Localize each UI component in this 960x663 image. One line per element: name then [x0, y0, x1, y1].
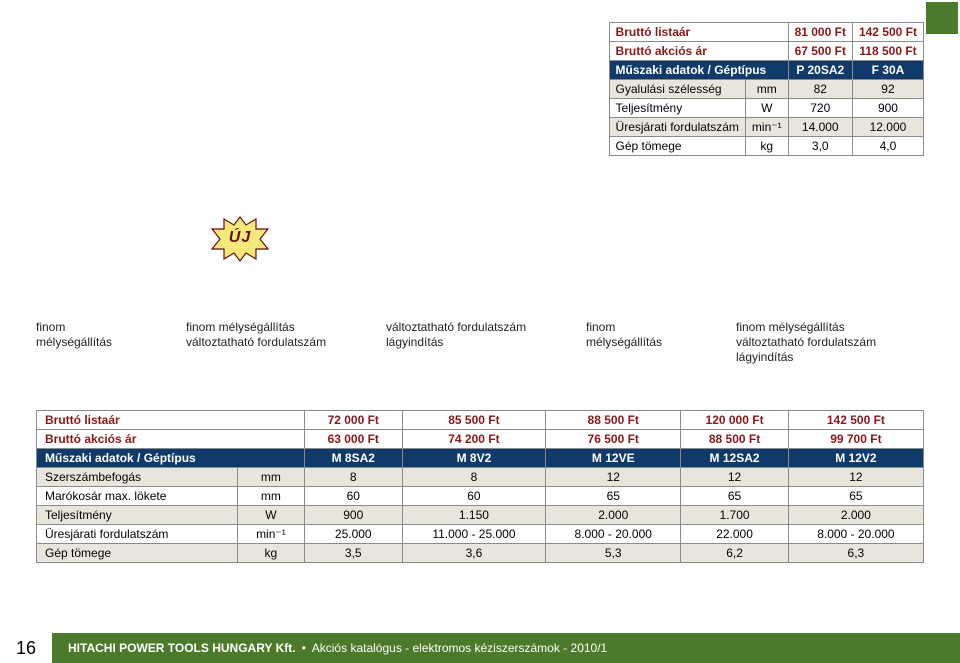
action-price-value: 63 000 Ft: [304, 430, 402, 449]
spec-unit: W: [237, 506, 304, 525]
spec-header-label: Műszaki adatok / Géptípus: [37, 449, 305, 468]
spec-value: 3,6: [402, 544, 545, 563]
list-price-value: 142 500 Ft: [852, 23, 923, 42]
spec-label: Gyalulási szélesség: [609, 80, 745, 99]
spec-value: 8.000 - 20.000: [546, 525, 681, 544]
spec-value: 82: [788, 80, 852, 99]
uj-badge-text: ÚJ: [229, 229, 251, 247]
spec-value: 720: [788, 99, 852, 118]
caption: finom mélységállításváltoztatható fordul…: [736, 320, 924, 365]
spec-value: 25.000: [304, 525, 402, 544]
spec-unit: mm: [237, 468, 304, 487]
action-price-value: 99 700 Ft: [788, 430, 923, 449]
spec-unit: mm: [237, 487, 304, 506]
model-header: M 8V2: [402, 449, 545, 468]
spec-value: 900: [304, 506, 402, 525]
list-price-value: 120 000 Ft: [681, 411, 788, 430]
top-table-container: Bruttó listaár81 000 Ft142 500 Ft Bruttó …: [36, 22, 924, 156]
model-header: F 30A: [852, 61, 923, 80]
spec-label: Gép tömege: [37, 544, 238, 563]
spec-value: 2.000: [546, 506, 681, 525]
action-price-value: 118 500 Ft: [852, 42, 923, 61]
spec-value: 4,0: [852, 137, 923, 156]
spec-value: 65: [546, 487, 681, 506]
model-header: P 20SA2: [788, 61, 852, 80]
action-price-label: Bruttó akciós ár: [609, 42, 788, 61]
spec-value: 8: [304, 468, 402, 487]
caption: finom mélységállításváltoztatható fordul…: [186, 320, 386, 365]
model-header: M 12V2: [788, 449, 923, 468]
spec-label: Üresjárati fordulatszám: [609, 118, 745, 137]
list-price-value: 72 000 Ft: [304, 411, 402, 430]
spec-label: Teljesítmény: [609, 99, 745, 118]
model-header: M 8SA2: [304, 449, 402, 468]
spec-value: 1.700: [681, 506, 788, 525]
spec-value: 65: [788, 487, 923, 506]
caption: finommélységállítás: [586, 320, 736, 365]
list-price-value: 85 500 Ft: [402, 411, 545, 430]
spec-label: Szerszámbefogás: [37, 468, 238, 487]
spec-value: 8: [402, 468, 545, 487]
model-header: M 12VE: [546, 449, 681, 468]
list-price-value: 81 000 Ft: [788, 23, 852, 42]
page-content: Bruttó listaár81 000 Ft142 500 Ft Bruttó …: [0, 0, 960, 156]
spec-value: 60: [304, 487, 402, 506]
spec-value: 12: [546, 468, 681, 487]
corner-accent: [924, 0, 960, 36]
spec-value: 3,5: [304, 544, 402, 563]
caption: változtatható fordulatszámlágyindítás: [386, 320, 586, 365]
spec-value: 60: [402, 487, 545, 506]
list-price-value: 88 500 Ft: [546, 411, 681, 430]
spec-unit: W: [745, 99, 788, 118]
bottom-table-container: Bruttó listaár72 000 Ft85 500 Ft88 500 F…: [36, 410, 924, 563]
footer-tagline: Akciós katalógus - elektromos kéziszersz…: [312, 641, 607, 655]
spec-value: 12: [681, 468, 788, 487]
model-header: M 12SA2: [681, 449, 788, 468]
spec-value: 5,3: [546, 544, 681, 563]
captions-row: finommélységállításfinom mélységállításv…: [36, 320, 924, 365]
spec-label: Marókosár max. lökete: [37, 487, 238, 506]
spec-unit: mm: [745, 80, 788, 99]
spec-unit: min⁻¹: [745, 118, 788, 137]
spec-value: 6,2: [681, 544, 788, 563]
uj-badge: ÚJ: [210, 215, 270, 263]
top-spec-table: Bruttó listaár81 000 Ft142 500 Ft Bruttó …: [609, 22, 924, 156]
spec-unit: min⁻¹: [237, 525, 304, 544]
action-price-value: 88 500 Ft: [681, 430, 788, 449]
footer-bar: HITACHI POWER TOOLS HUNGARY Kft. • Akció…: [52, 633, 960, 663]
action-price-value: 76 500 Ft: [546, 430, 681, 449]
spec-value: 11.000 - 25.000: [402, 525, 545, 544]
spec-value: 65: [681, 487, 788, 506]
spec-value: 1.150: [402, 506, 545, 525]
footer-company: HITACHI POWER TOOLS HUNGARY Kft.: [68, 641, 296, 655]
caption: finommélységállítás: [36, 320, 186, 365]
spec-value: 14.000: [788, 118, 852, 137]
spec-value: 3,0: [788, 137, 852, 156]
spec-value: 900: [852, 99, 923, 118]
action-price-value: 74 200 Ft: [402, 430, 545, 449]
list-price-label: Bruttó listaár: [37, 411, 305, 430]
spec-unit: kg: [745, 137, 788, 156]
spec-value: 92: [852, 80, 923, 99]
page-footer: 16 HITACHI POWER TOOLS HUNGARY Kft. • Ak…: [0, 633, 960, 663]
spec-value: 12.000: [852, 118, 923, 137]
spec-value: 12: [788, 468, 923, 487]
bottom-spec-table: Bruttó listaár72 000 Ft85 500 Ft88 500 F…: [36, 410, 924, 563]
list-price-label: Bruttó listaár: [609, 23, 788, 42]
spec-header-label: Műszaki adatok / Géptípus: [609, 61, 788, 80]
list-price-value: 142 500 Ft: [788, 411, 923, 430]
spec-value: 22.000: [681, 525, 788, 544]
spec-value: 8.000 - 20.000: [788, 525, 923, 544]
page-number: 16: [0, 633, 52, 663]
action-price-label: Bruttó akciós ár: [37, 430, 305, 449]
spec-label: Üresjárati fordulatszám: [37, 525, 238, 544]
footer-separator: •: [302, 641, 306, 655]
action-price-value: 67 500 Ft: [788, 42, 852, 61]
spec-label: Gép tömege: [609, 137, 745, 156]
spec-value: 2.000: [788, 506, 923, 525]
spec-value: 6,3: [788, 544, 923, 563]
spec-label: Teljesítmény: [37, 506, 238, 525]
spec-unit: kg: [237, 544, 304, 563]
